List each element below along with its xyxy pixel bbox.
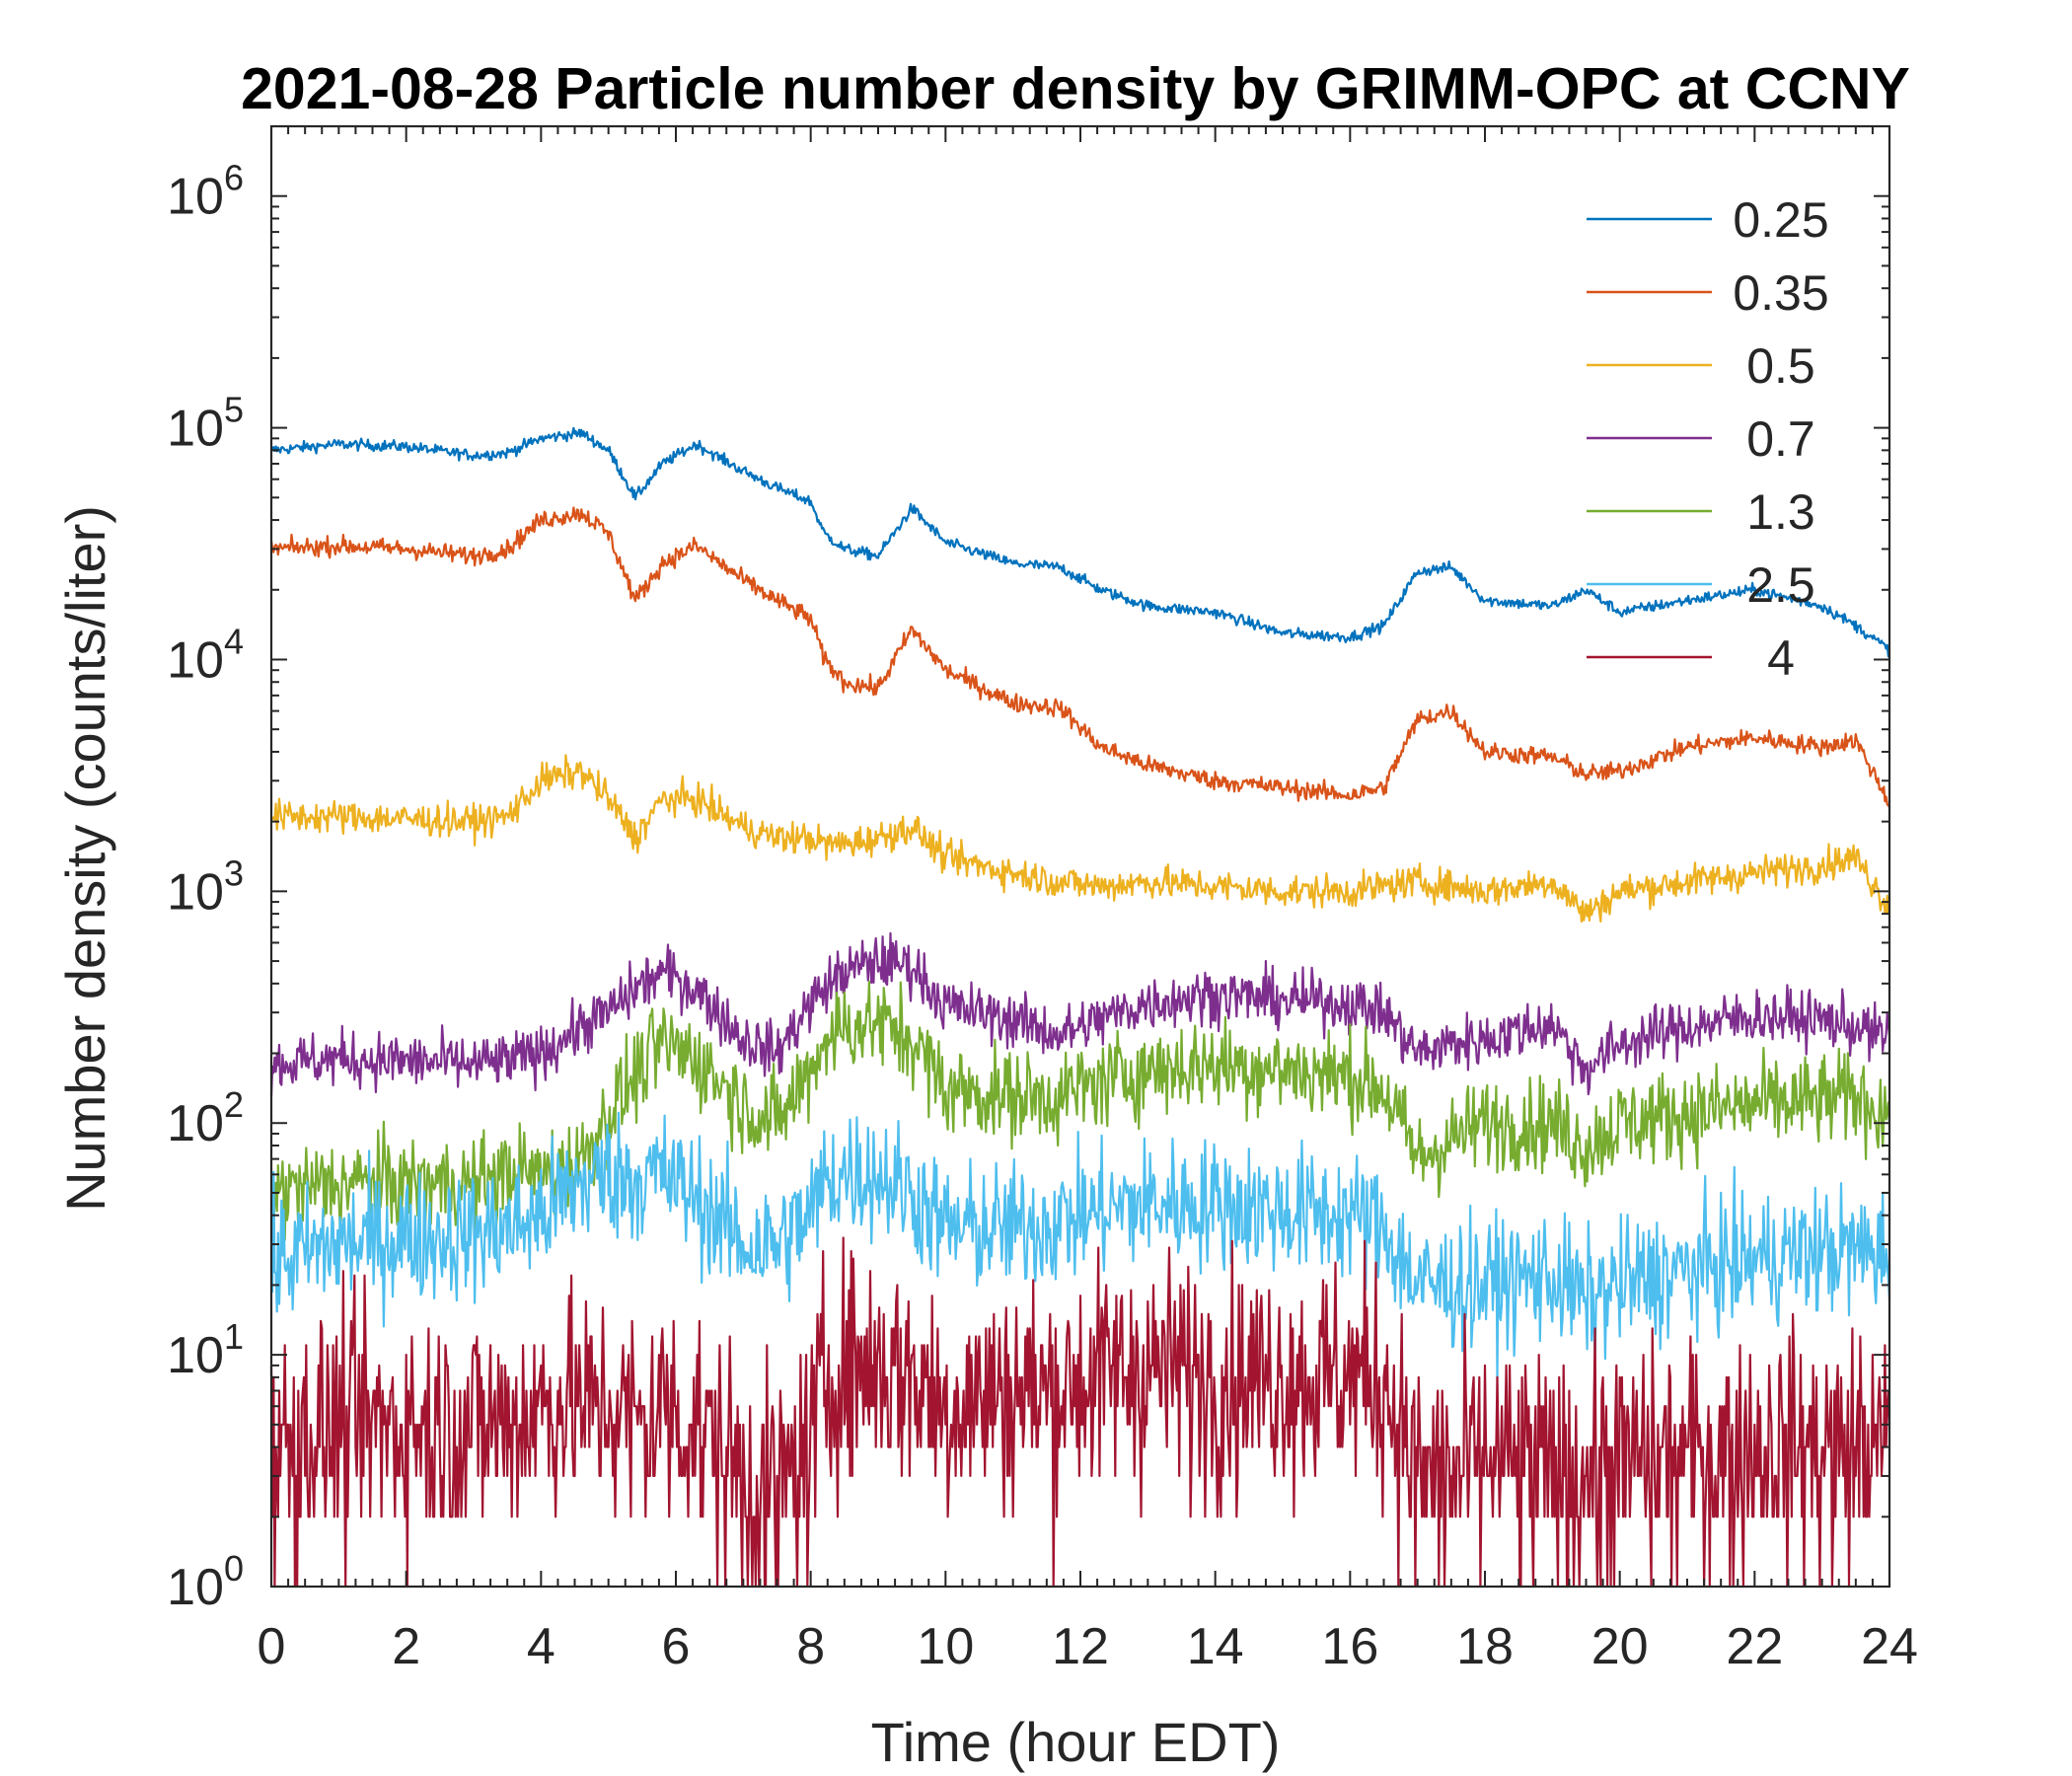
y-tick-label: 103 [167,852,244,921]
x-tick-label: 16 [1321,1618,1378,1675]
legend-label-0-35: 0.35 [1733,265,1828,321]
y-tick-label: 100 [167,1548,244,1616]
x-tick-label: 10 [917,1618,974,1675]
legend-label-0-5: 0.5 [1746,338,1815,394]
y-tick-label: 104 [167,621,244,689]
y-tick-label: 106 [167,158,244,226]
legend-label-0-7: 0.7 [1746,411,1815,467]
legend-label-0-25: 0.25 [1733,192,1828,248]
legend-label-1-3: 1.3 [1746,484,1815,540]
x-tick-label: 24 [1861,1618,1918,1675]
plot-lines [269,426,1891,1589]
x-tick-label: 14 [1187,1618,1244,1675]
y-tick-label: 105 [167,390,244,458]
x-tick-label: 6 [662,1618,691,1675]
legend-label-2-5: 2.5 [1746,557,1815,613]
series-line-4 [269,1236,1891,1589]
x-axis-label: Time (hour EDT) [871,1711,1281,1773]
legend-label-4: 4 [1767,630,1795,686]
chart-title: 2021-08-28 Particle number density by GR… [241,56,1910,121]
axes: 0 2 4 6 8 10 12 14 16 18 20 22 241001011021031041051… [167,124,1918,1675]
x-tick-label: 8 [796,1618,825,1675]
x-tick-label: 18 [1456,1618,1514,1675]
series-line-0-5 [270,754,1891,924]
x-tick-label: 20 [1591,1618,1649,1675]
x-tick-label: 0 [258,1618,286,1675]
x-tick-label: 22 [1726,1618,1783,1675]
x-tick-label: 4 [527,1618,555,1675]
y-axis-label: Number density (counts/liter) [54,505,116,1212]
x-tick-label: 12 [1052,1618,1109,1675]
series-line-0-7 [269,931,1891,1097]
series-line-2-5 [269,1111,1891,1381]
y-tick-label: 102 [167,1084,244,1152]
legend: 0.25 0.35 0.5 0.7 1.3 2.5 4 [1587,192,1829,686]
x-tick-label: 2 [392,1618,420,1675]
series-line-0-25 [270,426,1891,658]
series-line-0-35 [269,506,1890,808]
y-tick-label: 101 [167,1316,244,1384]
